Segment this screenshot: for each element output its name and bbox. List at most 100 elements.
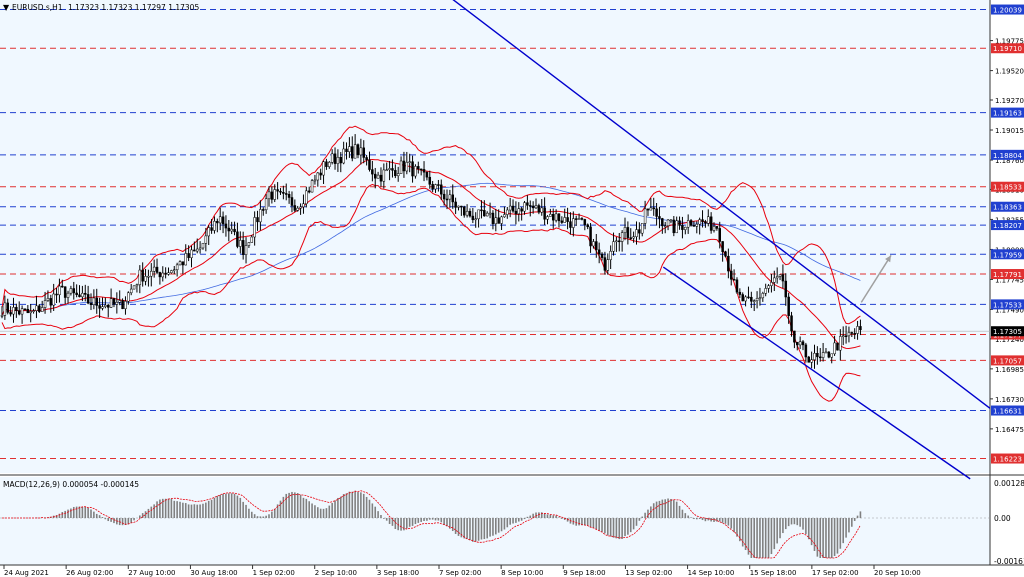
candle-body-217 [623, 227, 627, 233]
candle-body-186 [534, 205, 538, 209]
candle-body-103 [296, 207, 299, 211]
candle-body-50 [144, 276, 147, 282]
candle-body-45 [129, 288, 133, 294]
candle-body-30 [86, 294, 90, 304]
candle-body-291 [836, 342, 839, 351]
candle-body-158 [454, 201, 457, 208]
candle-body-46 [132, 285, 136, 290]
candle-body-282 [810, 359, 813, 363]
candle-body-232 [666, 219, 670, 227]
macd-tick-bottom: -0.001618 [994, 557, 1024, 566]
candle-body-198 [569, 221, 572, 228]
price-level-label-3: 1.18804 [993, 152, 1022, 160]
candle-body-124 [356, 144, 360, 156]
candle-body-228 [655, 208, 658, 217]
candle-body-153 [440, 184, 443, 195]
candle-body-256 [735, 279, 739, 293]
price-panel[interactable] [0, 0, 990, 473]
candle-body-116 [333, 153, 337, 164]
candle-body-137 [394, 170, 397, 177]
forecast-arrow-shaft [860, 254, 892, 303]
candle-body-82 [236, 231, 239, 247]
candle-body-141 [405, 162, 409, 172]
candle-body-250 [718, 228, 721, 242]
candle-body-139 [399, 160, 403, 174]
candle-body-75 [216, 221, 219, 224]
time-tick-label-11: 14 Sep 10:00 [688, 569, 735, 577]
price-level-tag-2 [991, 107, 1024, 118]
time-tick-label-6: 3 Sep 18:00 [377, 569, 419, 577]
candle-body-150 [431, 184, 434, 190]
price-level-label-13: 1.16223 [993, 456, 1022, 464]
candle-body-288 [827, 351, 831, 358]
candle-body-205 [589, 226, 592, 247]
candle-body-88 [253, 217, 256, 238]
candle-body-36 [104, 304, 107, 307]
candle-body-7 [20, 308, 24, 315]
candle-body-100 [287, 194, 291, 198]
candle-body-160 [460, 205, 463, 208]
channel-upper-line [452, 0, 991, 409]
candle-body-299 [859, 326, 862, 330]
macd-panel[interactable] [0, 477, 990, 565]
price-tick-label-2: 1.19270 [995, 97, 1024, 105]
candle-body-241 [692, 225, 696, 227]
candle-body-111 [319, 172, 322, 176]
price-tick-label-9: 1.17490 [995, 306, 1024, 314]
candle-body-280 [804, 344, 808, 358]
candle-body-260 [747, 296, 750, 299]
candle-body-60 [173, 269, 176, 272]
candle-body-207 [595, 241, 598, 251]
symbol-dropdown-icon[interactable]: ▼ [3, 3, 10, 12]
price-tick-label-10: 1.17240 [995, 336, 1024, 344]
candle-body-171 [491, 212, 495, 225]
candle-body-180 [517, 208, 521, 215]
candle-body-106 [305, 190, 308, 205]
candle-body-238 [684, 226, 687, 230]
time-tick-label-3: 30 Aug 18:00 [190, 569, 237, 577]
candle-body-23 [66, 292, 70, 298]
descending-channel[interactable] [426, 0, 991, 480]
candle-body-83 [239, 240, 242, 247]
candle-body-194 [557, 213, 561, 222]
forecast-arrow[interactable] [860, 254, 892, 303]
candle-body-12 [35, 305, 38, 311]
candle-body-34 [98, 305, 101, 309]
candle-body-40 [115, 302, 119, 305]
candle-body-131 [376, 174, 380, 179]
candle-body-62 [178, 261, 182, 266]
candle-body-74 [213, 221, 216, 231]
candle-body-49 [141, 269, 144, 282]
candle-body-56 [161, 272, 165, 278]
candle-body-184 [529, 205, 532, 207]
candle-body-208 [597, 249, 601, 255]
candle-body-149 [428, 176, 432, 185]
price-level-tag-8 [991, 269, 1024, 280]
candle-body-32 [92, 297, 96, 305]
price-tick-label-12: 1.16730 [995, 396, 1024, 404]
candle-body-38 [109, 298, 113, 308]
candle-body-37 [106, 304, 110, 308]
price-level-tag-13 [991, 453, 1024, 464]
candle-body-170 [488, 212, 492, 215]
candle-body-142 [408, 161, 411, 163]
candle-body-44 [127, 292, 130, 302]
candle-body-132 [379, 174, 383, 182]
candle-body-197 [566, 217, 569, 222]
candle-body-126 [362, 147, 365, 158]
candle-body-113 [325, 161, 328, 167]
candle-body-11 [32, 310, 35, 312]
candle-body-269 [773, 277, 776, 283]
candle-body-204 [586, 224, 589, 228]
candle-body-21 [61, 285, 64, 288]
candle-body-90 [259, 209, 262, 223]
candle-body-97 [279, 190, 282, 193]
candle-body-293 [841, 335, 845, 338]
candle-body-283 [813, 352, 816, 360]
candle-body-14 [40, 307, 44, 312]
candle-body-254 [729, 270, 733, 280]
candle-body-285 [818, 356, 822, 359]
candle-body-9 [26, 308, 30, 314]
candle-body-108 [310, 180, 314, 193]
